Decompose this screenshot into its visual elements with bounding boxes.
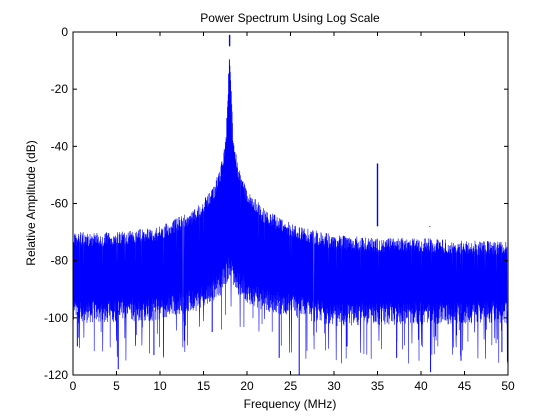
x-tick-label: 0: [70, 379, 77, 393]
x-axis-label: Frequency (MHz): [244, 397, 337, 411]
plot-background: [73, 32, 508, 375]
x-tick-label: 35: [371, 379, 385, 393]
y-tick-label: -40: [51, 139, 69, 153]
y-tick-label: -60: [51, 197, 69, 211]
x-tick-label: 40: [414, 379, 428, 393]
x-tick-label: 25: [284, 379, 298, 393]
x-tick-label: 50: [501, 379, 515, 393]
x-tick-label: 45: [458, 379, 472, 393]
plot-area: [72, 31, 509, 376]
x-tick-label: 30: [327, 379, 341, 393]
y-axis-label: Relative Amplitude (dB): [24, 140, 38, 265]
y-tick-label: -20: [51, 82, 69, 96]
x-tick-label: 20: [240, 379, 254, 393]
y-tick-label: 0: [61, 25, 68, 39]
y-tick-label: -120: [44, 368, 68, 382]
x-axis-ticks: 0 5 10 15 20 25 30 35 40 45 50: [70, 32, 515, 393]
x-tick-label: 10: [153, 379, 167, 393]
x-tick-label: 5: [113, 379, 120, 393]
y-tick-label: -100: [44, 311, 68, 325]
x-tick-label: 15: [197, 379, 211, 393]
y-tick-label: -80: [51, 254, 69, 268]
y-axis-ticks: 0 -20 -40 -60 -80 -100 -120: [44, 25, 508, 382]
spectrum-trace: [73, 59, 508, 364]
chart-title: Power Spectrum Using Log Scale: [200, 11, 380, 25]
spectrum-series: [73, 34, 508, 375]
